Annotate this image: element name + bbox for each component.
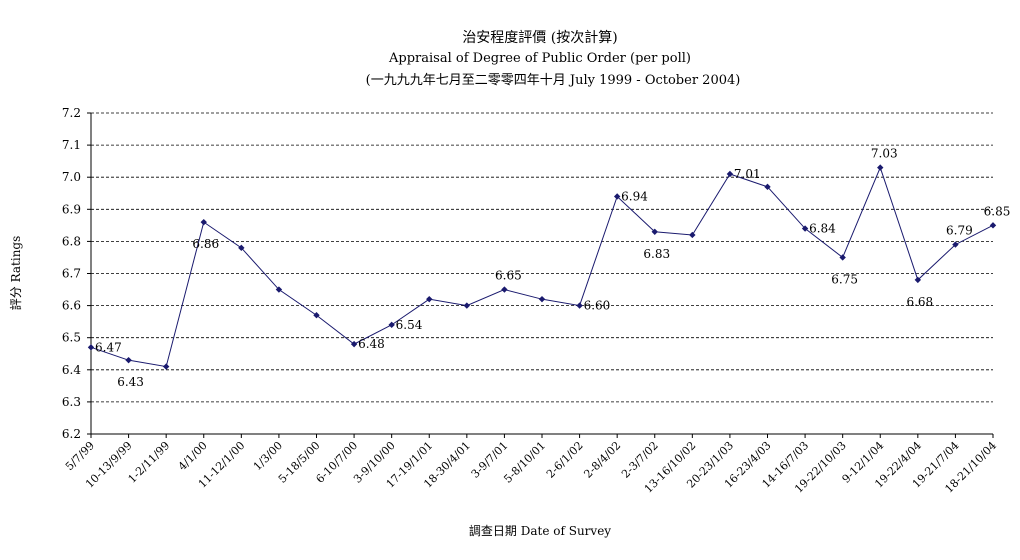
x-tick-label: 2-8/4/02: [581, 439, 623, 481]
data-point: [350, 340, 358, 348]
y-tick-label: 6.6: [62, 299, 81, 313]
data-point: [538, 295, 546, 303]
y-tick-label: 6.2: [62, 427, 81, 441]
series-ratings: [87, 164, 997, 370]
data-point: [764, 183, 771, 191]
data-point: [613, 193, 621, 200]
gridlines: [91, 112, 993, 403]
data-point: [125, 356, 132, 364]
data-labels: 6.47 6.43 6.86 6.48 6.54 6.65 6.60 6.94 6.83 7.01…: [95, 147, 1010, 390]
data-label: 6.43: [117, 375, 144, 389]
data-point: [162, 363, 170, 370]
data-label: 6.48: [358, 337, 385, 351]
data-point: [989, 222, 997, 229]
y-tick-label: 7.2: [62, 106, 81, 120]
data-label: 7.01: [734, 167, 761, 181]
data-label: 6.65: [495, 269, 522, 283]
y-tick-label: 6.3: [62, 395, 81, 409]
data-point: [388, 321, 395, 329]
x-tick-label: 5/7/99: [63, 439, 97, 473]
data-point: [839, 254, 846, 261]
data-label: 6.54: [396, 318, 423, 332]
y-tick-labels: 6.2 6.3 6.4 6.5 6.6 6.7 6.8 6.9 7.0 7.1 7.2: [62, 106, 81, 441]
y-tick-label: 6.8: [62, 234, 81, 248]
data-point: [200, 218, 207, 226]
y-tick-label: 6.7: [62, 267, 81, 281]
data-point: [463, 302, 471, 309]
y-tick-label: 6.4: [62, 363, 81, 377]
data-point: [801, 225, 809, 232]
y-tick-label: 6.5: [62, 331, 81, 345]
data-point: [726, 170, 734, 178]
x-tick-label: 1-2/11/99: [126, 439, 173, 486]
data-label: 6.75: [831, 272, 858, 286]
data-point: [426, 295, 433, 303]
x-tick-label: 4/1/00: [176, 439, 210, 473]
data-point: [275, 286, 283, 293]
data-label: 6.60: [584, 299, 611, 313]
chart-subtitle: Appraisal of Degree of Public Order (per…: [388, 51, 691, 66]
data-point: [877, 164, 884, 171]
data-point: [689, 231, 696, 239]
data-label: 6.68: [906, 295, 933, 309]
data-label: 6.85: [984, 204, 1011, 218]
data-label: 6.94: [621, 189, 648, 203]
y-tick-label: 7.0: [62, 170, 81, 184]
data-point: [238, 244, 245, 252]
data-point: [313, 312, 320, 319]
data-point: [576, 302, 583, 309]
x-tick-label: 2-6/1/02: [544, 439, 586, 481]
y-tick-label: 6.9: [62, 202, 81, 216]
data-point: [87, 344, 95, 351]
data-point: [651, 228, 658, 235]
y-axis-label: 評分 Ratings: [8, 236, 23, 311]
x-tick-label: 5-8/10/01: [501, 439, 548, 486]
chart-subtitle-period: (一九九九年七月至二零零四年十月 July 1999 - October 200…: [366, 73, 741, 88]
chart-title: 治安程度評價 (按次計算): [462, 29, 617, 46]
data-point: [501, 286, 508, 293]
y-tick-label: 7.1: [62, 138, 81, 152]
x-tick-label: 1/3/00: [251, 439, 285, 473]
data-label: 6.79: [946, 224, 973, 238]
data-label: 6.84: [809, 222, 836, 236]
axes: [87, 112, 994, 438]
data-label: 6.83: [643, 247, 670, 261]
x-axis-label: 調查日期 Date of Survey: [469, 524, 611, 538]
data-label: 7.03: [871, 147, 898, 161]
data-label: 6.86: [192, 237, 219, 251]
data-point: [952, 241, 959, 248]
data-point: [914, 276, 922, 284]
data-label: 6.47: [95, 340, 122, 354]
series-line: [90, 166, 994, 368]
